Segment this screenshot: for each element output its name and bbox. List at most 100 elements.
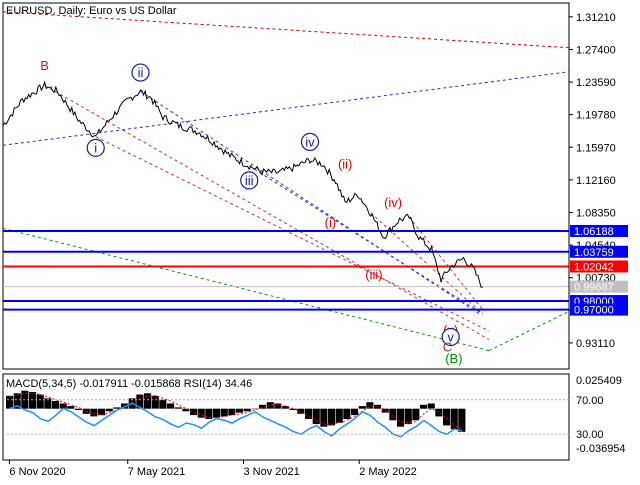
macd-bar [75,408,83,410]
macd-bar [458,408,466,432]
chart-title: EURUSD, Daily: Euro vs US Dollar [6,5,177,17]
wave-circle-ii [131,63,150,82]
macd-bar [144,393,152,409]
macd-bar [174,407,182,409]
macd-bar [381,408,389,413]
price-tick-label: 1.31210 [576,12,616,24]
macd-bar [243,408,251,412]
macd-bar [59,403,67,409]
macd-bar [266,402,274,409]
trend-line-6 [95,136,490,332]
trend-line-7 [140,90,480,315]
macd-bar [105,408,113,412]
macd-bar [374,404,382,409]
macd-bar [182,408,190,412]
macd-bar [297,408,305,414]
price-tag-bg [570,245,628,258]
macd-bar [136,394,144,409]
wave-label-(ii): (ii) [338,157,352,172]
macd-bar [67,406,75,409]
trend-line-1 [2,11,570,49]
price-levels [3,229,569,311]
wave-label-C: C [443,339,452,354]
macd-bar [282,406,290,409]
wave-label-B: B [40,58,49,73]
wave-label-(i): (i) [325,215,337,230]
macd-bar [36,394,44,409]
macd-bar [435,408,443,417]
wave-label-(iv): (iv) [384,195,402,210]
macd-bar [190,408,198,416]
macd-bar [274,403,282,409]
wave-label-iii: iii [245,173,254,188]
macd-bar [450,408,458,430]
trend-line-10 [408,216,484,310]
macd-bar [312,408,320,425]
price-tick-label: 0.93110 [576,338,615,350]
price-series [2,80,483,288]
indicator-panel[interactable]: MACD(5,34,5) -0.017911 -0.015868 RSI(14)… [2,373,570,461]
macd-bar [151,395,159,409]
macd-bar [289,408,297,410]
macd-bar [205,408,213,419]
macd-bar [397,408,405,427]
price-tag-bg [570,280,628,293]
price-level-tags: 1.061881.037591.020420.996870.980000.970… [570,224,628,317]
price-tag-bg [570,303,628,316]
macd-bar [220,408,228,417]
macd-bar [13,393,21,409]
price-tick-label: 1.15970 [576,142,616,154]
macd-bar [251,408,259,410]
macd-bar [228,408,236,416]
trend-line-8 [248,165,483,315]
trend-line-5 [44,84,490,340]
wave-circle-iii [240,171,259,190]
macd-bar [443,408,451,426]
trend-line-2 [2,71,570,146]
price-tick-label: 1.12160 [576,175,616,187]
trend-line-9 [370,212,483,315]
price-tick-label: 1.23590 [576,77,616,89]
macd-bar [167,403,175,409]
rsi-line [9,402,463,438]
price-tag-label: 0.99687 [574,282,614,294]
macd-bar [335,408,343,423]
rsi-tick-70: 70.00 [576,395,604,407]
macd-bar [343,408,351,419]
macd-bar [6,395,14,409]
macd-bar [351,408,359,416]
time-tick-label: 2 May 2022 [359,466,416,478]
wave-label-(iii): (iii) [365,267,382,282]
macd-bar [328,408,336,426]
wave-circle-i [86,138,105,157]
macd-histogram [6,390,466,432]
time-tick-label: 7 May 2021 [128,466,185,478]
macd-bar [197,408,205,418]
price-tag-label: 1.06188 [574,226,614,238]
time-tick-label: 6 Nov 2020 [9,466,65,478]
macd-bar [44,398,52,409]
macd-bar [420,404,428,409]
macd-bar [412,408,420,421]
macd-bar [213,408,221,418]
price-tick-label: 1.27400 [576,44,616,56]
trend-lines [2,11,570,352]
wave-circle-iv [300,132,320,151]
macd-bar [320,408,328,427]
wave-label-v: v [447,329,454,344]
macd-bar [358,406,366,409]
price-tag-bg [570,224,628,237]
macd-bar [113,407,121,409]
macd-bar [52,401,60,409]
wave-label-ii: ii [138,65,144,80]
main-price-panel[interactable]: EURUSD, Daily: Euro vs US Dollar Biiiiii… [2,2,570,370]
macd-bar [259,404,267,409]
macd-bar [389,408,397,421]
macd-signal-line [9,392,463,430]
macd-bar [98,408,106,416]
price-tick-label: 1.19780 [576,110,616,122]
